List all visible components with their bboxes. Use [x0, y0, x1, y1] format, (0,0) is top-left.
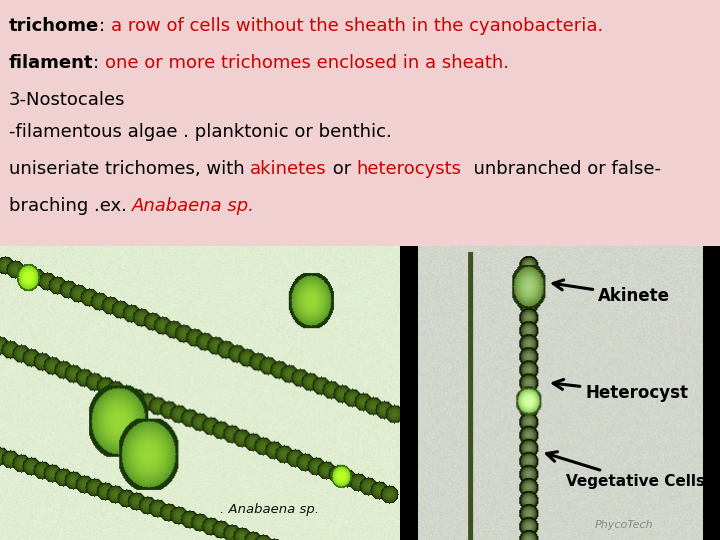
- Text: Anabaena sp.: Anabaena sp.: [132, 197, 255, 215]
- Text: PhycoTech: PhycoTech: [595, 520, 653, 530]
- Text: filament: filament: [9, 54, 93, 72]
- Text: uniseriate trichomes, with: uniseriate trichomes, with: [9, 160, 250, 178]
- Text: one or more trichomes enclosed in a sheath.: one or more trichomes enclosed in a shea…: [105, 54, 509, 72]
- Text: :: :: [99, 17, 111, 35]
- Text: -filamentous algae . planktonic or benthic.: -filamentous algae . planktonic or benth…: [9, 123, 392, 141]
- Text: heterocysts: heterocysts: [356, 160, 462, 178]
- Text: unbranched or false-: unbranched or false-: [462, 160, 661, 178]
- Text: akinetes: akinetes: [250, 160, 327, 178]
- Text: . Anabaena sp.: . Anabaena sp.: [220, 503, 319, 516]
- Text: a row of cells without the sheath in the cyanobacteria.: a row of cells without the sheath in the…: [111, 17, 603, 35]
- Text: Heterocyst: Heterocyst: [553, 380, 688, 402]
- Text: or: or: [327, 160, 356, 178]
- Text: trichome: trichome: [9, 17, 99, 35]
- Text: :: :: [93, 54, 105, 72]
- Text: braching .ex.: braching .ex.: [9, 197, 132, 215]
- Text: 3-Nostocales: 3-Nostocales: [9, 91, 125, 109]
- Text: Akinete: Akinete: [553, 280, 670, 305]
- Text: Vegetative Cells: Vegetative Cells: [546, 452, 705, 489]
